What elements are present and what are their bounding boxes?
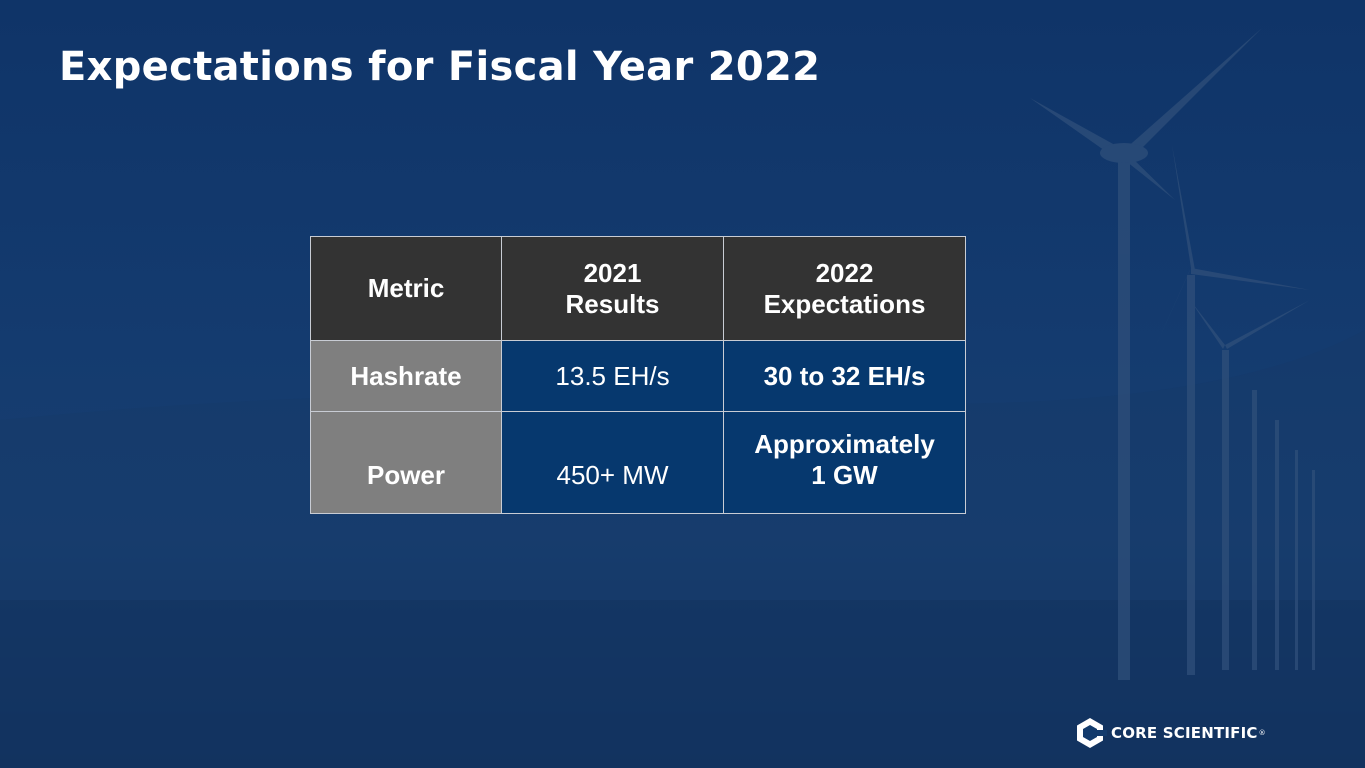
cell-text: Expectations [763,288,926,319]
logo-mark: ® [1258,729,1266,737]
header-cell: 2021 Results [501,236,724,341]
logo-text: CORE SCIENTIFIC [1111,724,1258,742]
cell-text: Results [565,288,660,319]
table-row: Hashrate 13.5 EH/s 30 to 32 EH/s [310,340,966,412]
cell-text: 2021 [583,257,642,288]
result-cell: 13.5 EH/s [501,340,724,412]
metric-cell: Power [310,411,502,514]
cell-text: 13.5 EH/s [555,360,670,391]
expectation-cell: Approximately 1 GW [723,411,966,514]
slide-title: Expectations for Fiscal Year 2022 [59,44,821,90]
expectation-cell: 30 to 32 EH/s [723,340,966,412]
cell-text: Power [366,460,446,490]
cell-text: Hashrate [350,360,462,391]
cell-text: 2022 [815,257,874,288]
logo-icon [1077,718,1107,748]
cell-text: Metric [367,273,445,303]
result-cell: 450+ MW [501,411,724,514]
header-row: Metric 2021 Results 2022 Expectations [310,236,966,341]
metric-cell: Hashrate [310,340,502,412]
cell-text: 30 to 32 EH/s [763,360,926,391]
cell-text: Approximately [754,429,935,459]
logo: CORE SCIENTIFIC ® [1073,716,1266,750]
header-cell: Metric [310,236,502,341]
cell-text: 1 GW [811,460,878,490]
header-cell: 2022 Expectations [723,236,966,341]
metrics-table: Metric 2021 Results 2022 Expectations Hash… [310,236,966,514]
table-row: Power 450+ MW Approximately 1 GW [310,411,966,514]
cell-text: 450+ MW [556,460,669,490]
